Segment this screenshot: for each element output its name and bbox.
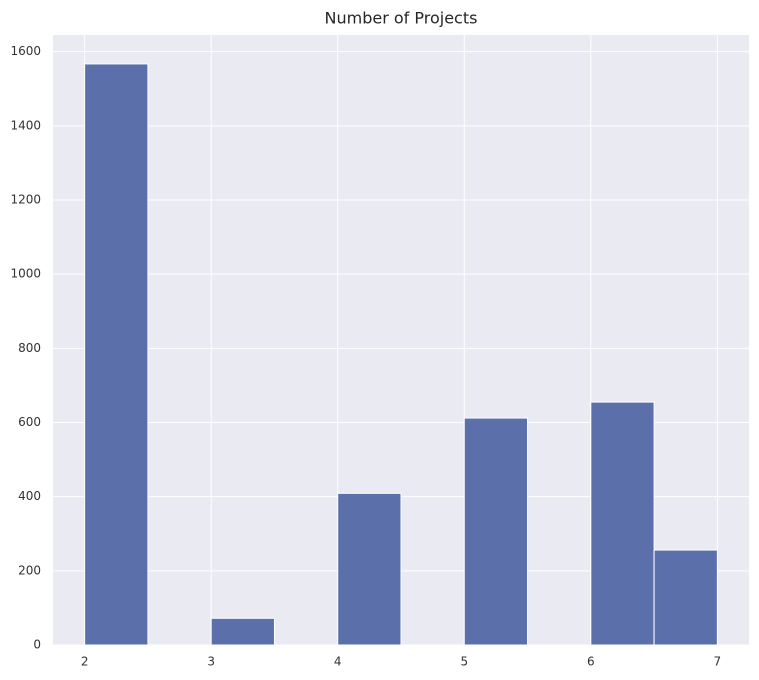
- bar: [84, 63, 149, 646]
- y-tick-label: 1000: [10, 267, 41, 281]
- bar: [210, 617, 275, 646]
- y-tick-label: 600: [18, 415, 41, 429]
- y-tick-label: 1200: [10, 193, 41, 207]
- y-tick-label: 0: [33, 638, 41, 652]
- x-tick-label: 5: [460, 655, 468, 669]
- x-tick-label: 6: [587, 655, 595, 669]
- x-tick-label: 3: [207, 655, 215, 669]
- bar: [590, 401, 655, 646]
- x-tick-label: 4: [334, 655, 342, 669]
- bar: [463, 417, 529, 646]
- y-tick-label: 1400: [10, 118, 41, 132]
- y-tick-label: 1600: [10, 44, 41, 58]
- y-tick-label: 400: [18, 489, 41, 503]
- x-tick-label: 2: [81, 655, 89, 669]
- x-tick-label: 7: [714, 655, 722, 669]
- bar: [653, 549, 718, 646]
- bar: [337, 492, 402, 646]
- y-tick-label: 200: [18, 563, 41, 577]
- y-tick-label: 800: [18, 341, 41, 355]
- chart-title: Number of Projects: [325, 9, 478, 28]
